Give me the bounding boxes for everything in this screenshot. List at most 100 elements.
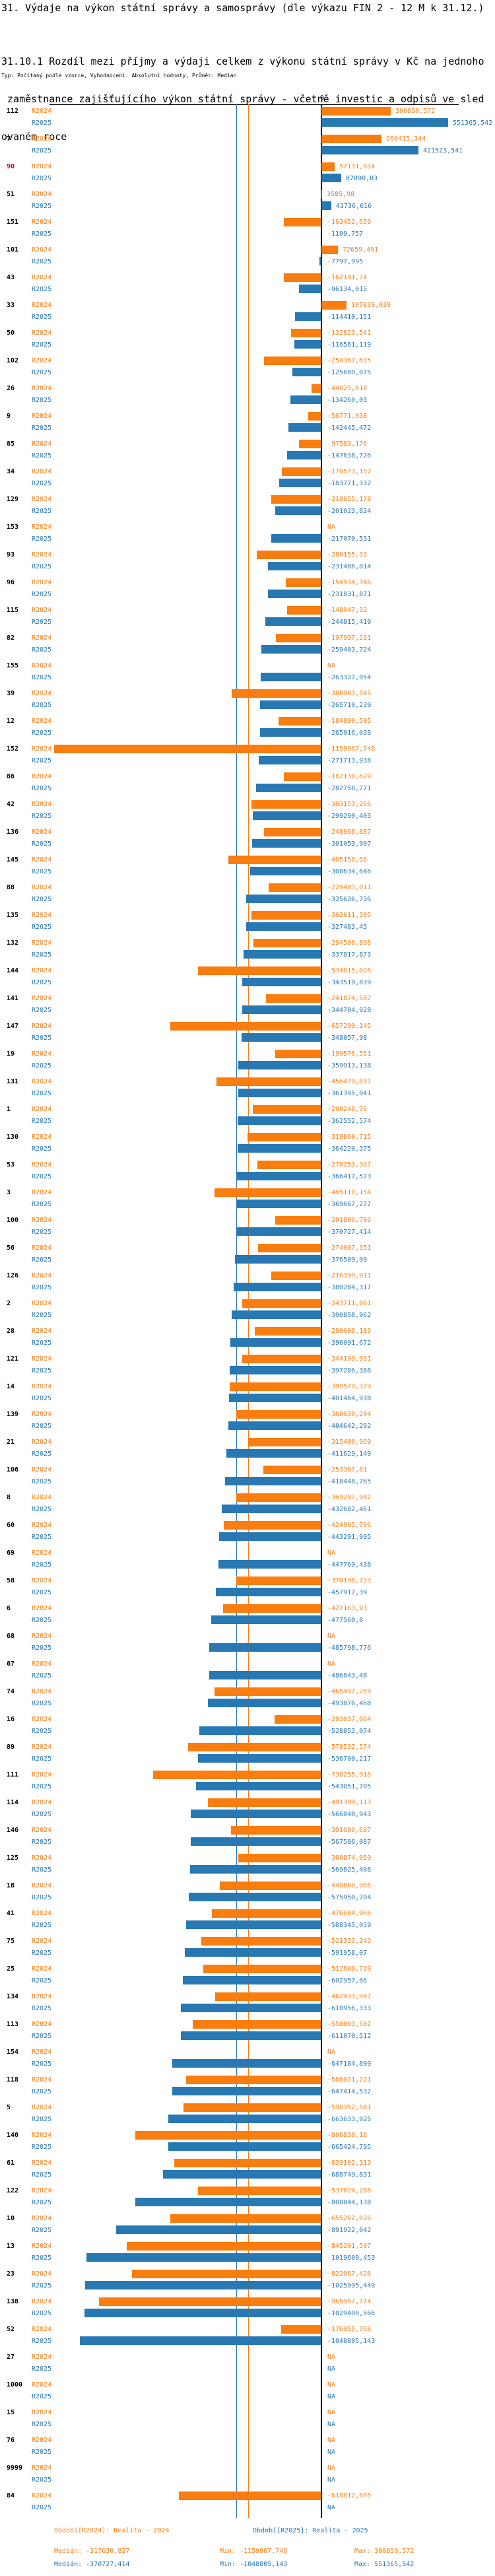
- series-label-r2024: R2024: [32, 302, 52, 309]
- value-bar-r2024: [284, 218, 321, 226]
- value-bar-r2024: [135, 2131, 321, 2140]
- series-label-r2025: R2025: [32, 341, 52, 349]
- value-label-r2024: NA: [327, 662, 336, 669]
- value-bar-r2024: [127, 2242, 321, 2251]
- page-title: 31. Výdaje na výkon státní správy a samo…: [1, 2, 484, 14]
- value-bar-r2024: [179, 2491, 321, 2500]
- value-label-r2024: -586021,221: [327, 2076, 372, 2084]
- series-label-r2024: R2024: [32, 2187, 52, 2194]
- value-bar-r2024: [321, 190, 322, 199]
- value-bar-r2024: [216, 1077, 321, 1086]
- group-id-label: 145: [7, 856, 19, 864]
- value-bar-r2024: [287, 606, 321, 615]
- group-id-label: 14: [7, 1383, 15, 1390]
- series-label-r2025: R2025: [32, 674, 52, 681]
- value-bar-r2024: [312, 384, 321, 393]
- group-id-label: 2: [7, 1300, 11, 1307]
- value-label-r2025: 421523,541: [423, 147, 463, 154]
- value-bar-r2024: [236, 1576, 321, 1585]
- series-label-r2024: R2024: [32, 745, 52, 753]
- value-bar-r2025: [321, 118, 448, 127]
- group-id-label: 141: [7, 995, 19, 1002]
- value-label-r2025: -411629,149: [327, 1450, 372, 1458]
- series-label-r2025: R2025: [32, 896, 52, 903]
- value-bar-r2025: [232, 1310, 321, 1319]
- series-label-r2024: R2024: [32, 274, 52, 281]
- value-bar-r2025: [238, 1116, 321, 1125]
- group-id-label: 132: [7, 939, 19, 947]
- series-label-r2024: R2024: [32, 1605, 52, 1612]
- series-label-r2025: R2025: [32, 535, 52, 543]
- group-id-label: 9999: [7, 2464, 23, 2472]
- value-label-r2024: -294508,898: [327, 939, 372, 947]
- value-bar-r2025: [321, 174, 341, 182]
- group-id-label: 126: [7, 1272, 19, 1279]
- series-label-r2025: R2025: [32, 369, 52, 376]
- value-bar-r2025: [219, 1532, 321, 1541]
- value-bar-r2025: [260, 728, 321, 737]
- group-id-label: 134: [7, 1993, 19, 2000]
- group-id-label: 93: [7, 551, 15, 559]
- value-bar-r2024: [299, 440, 321, 448]
- value-label-r2025: -217070,531: [327, 535, 372, 543]
- value-bar-r2024: [224, 1521, 321, 1530]
- value-label-r2024: -44025,618: [327, 385, 368, 392]
- value-label-r2024: -56771,038: [327, 413, 368, 420]
- value-bar-r2024: [174, 2159, 321, 2167]
- series-label-r2025: R2025: [32, 1949, 52, 1957]
- group-id-label: 18: [7, 1882, 15, 1889]
- series-label-r2024: R2024: [32, 440, 52, 448]
- group-id-label: 53: [7, 1161, 15, 1169]
- value-label-r2024: 260415,344: [386, 135, 426, 143]
- value-bar-r2025: [116, 2225, 321, 2234]
- value-bar-r2024: [321, 135, 381, 143]
- value-label-r2025: -263327,054: [327, 674, 372, 681]
- value-label-r2024: -201896,793: [327, 1217, 372, 1224]
- series-label-r2025: R2025: [32, 924, 52, 931]
- series-label-r2024: R2024: [32, 1494, 52, 1501]
- series-label-r2024: R2024: [32, 1965, 52, 1973]
- value-bar-r2025: [172, 2059, 321, 2068]
- value-label-r2024: -512609,739: [327, 1965, 372, 1973]
- value-bar-r2025: [168, 2142, 321, 2151]
- series-label-r2024: R2024: [32, 191, 52, 198]
- series-label-r2024: R2024: [32, 2215, 52, 2222]
- group-id-label: 33: [7, 302, 15, 309]
- series-label-r2024: R2024: [32, 579, 52, 586]
- series-label-r2025: R2025: [32, 591, 52, 598]
- value-label-r2025: -665424,795: [327, 2144, 372, 2151]
- group-id-label: 140: [7, 2132, 19, 2139]
- value-label-r2024: -558893,502: [327, 2021, 372, 2028]
- series-label-r2024: R2024: [32, 939, 52, 947]
- group-id-label: 153: [7, 524, 19, 531]
- series-label-r2024: R2024: [32, 1411, 52, 1418]
- series-label-r2025: R2025: [32, 1062, 52, 1069]
- series-label-r2024: R2024: [32, 829, 52, 836]
- value-bar-r2024: [251, 800, 321, 809]
- group-id-label: 122: [7, 2187, 19, 2194]
- value-label-r2025: -528853,074: [327, 1728, 372, 1735]
- series-label-r2024: R2024: [32, 1854, 52, 1862]
- value-bar-r2024: [188, 1743, 321, 1751]
- value-label-r2025: -575950,704: [327, 1894, 372, 1901]
- group-id-label: 68: [7, 1633, 15, 1640]
- series-label-r2025: R2025: [32, 2199, 52, 2206]
- series-label-r2024: R2024: [32, 219, 52, 226]
- value-bar-r2025: [172, 2087, 321, 2095]
- group-id-label: 139: [7, 1411, 19, 1418]
- series-label-r2025: R2025: [32, 1839, 52, 1846]
- value-bar-r2025: [135, 2198, 321, 2206]
- group-id-label: 15: [7, 2409, 15, 2416]
- series-label-r2025: R2025: [32, 1534, 52, 1541]
- value-label-r2025: -370727,414: [327, 1229, 372, 1236]
- series-label-r2024: R2024: [32, 1522, 52, 1529]
- value-bar-r2024: [153, 1771, 321, 1779]
- legend-min-r2024: Min: -1159967,748: [220, 2548, 288, 2555]
- value-bar-r2024: [186, 2076, 321, 2084]
- series-label-r2025: R2025: [32, 2005, 52, 2012]
- series-label-r2024: R2024: [32, 163, 52, 170]
- indicator-subtitle: 31.10.1 Rozdíl mezi příjmy a výdaji celk…: [1, 30, 484, 168]
- series-label-r2024: R2024: [32, 884, 52, 891]
- group-id-label: 75: [7, 1938, 15, 1945]
- series-label-r2024: R2024: [32, 329, 52, 337]
